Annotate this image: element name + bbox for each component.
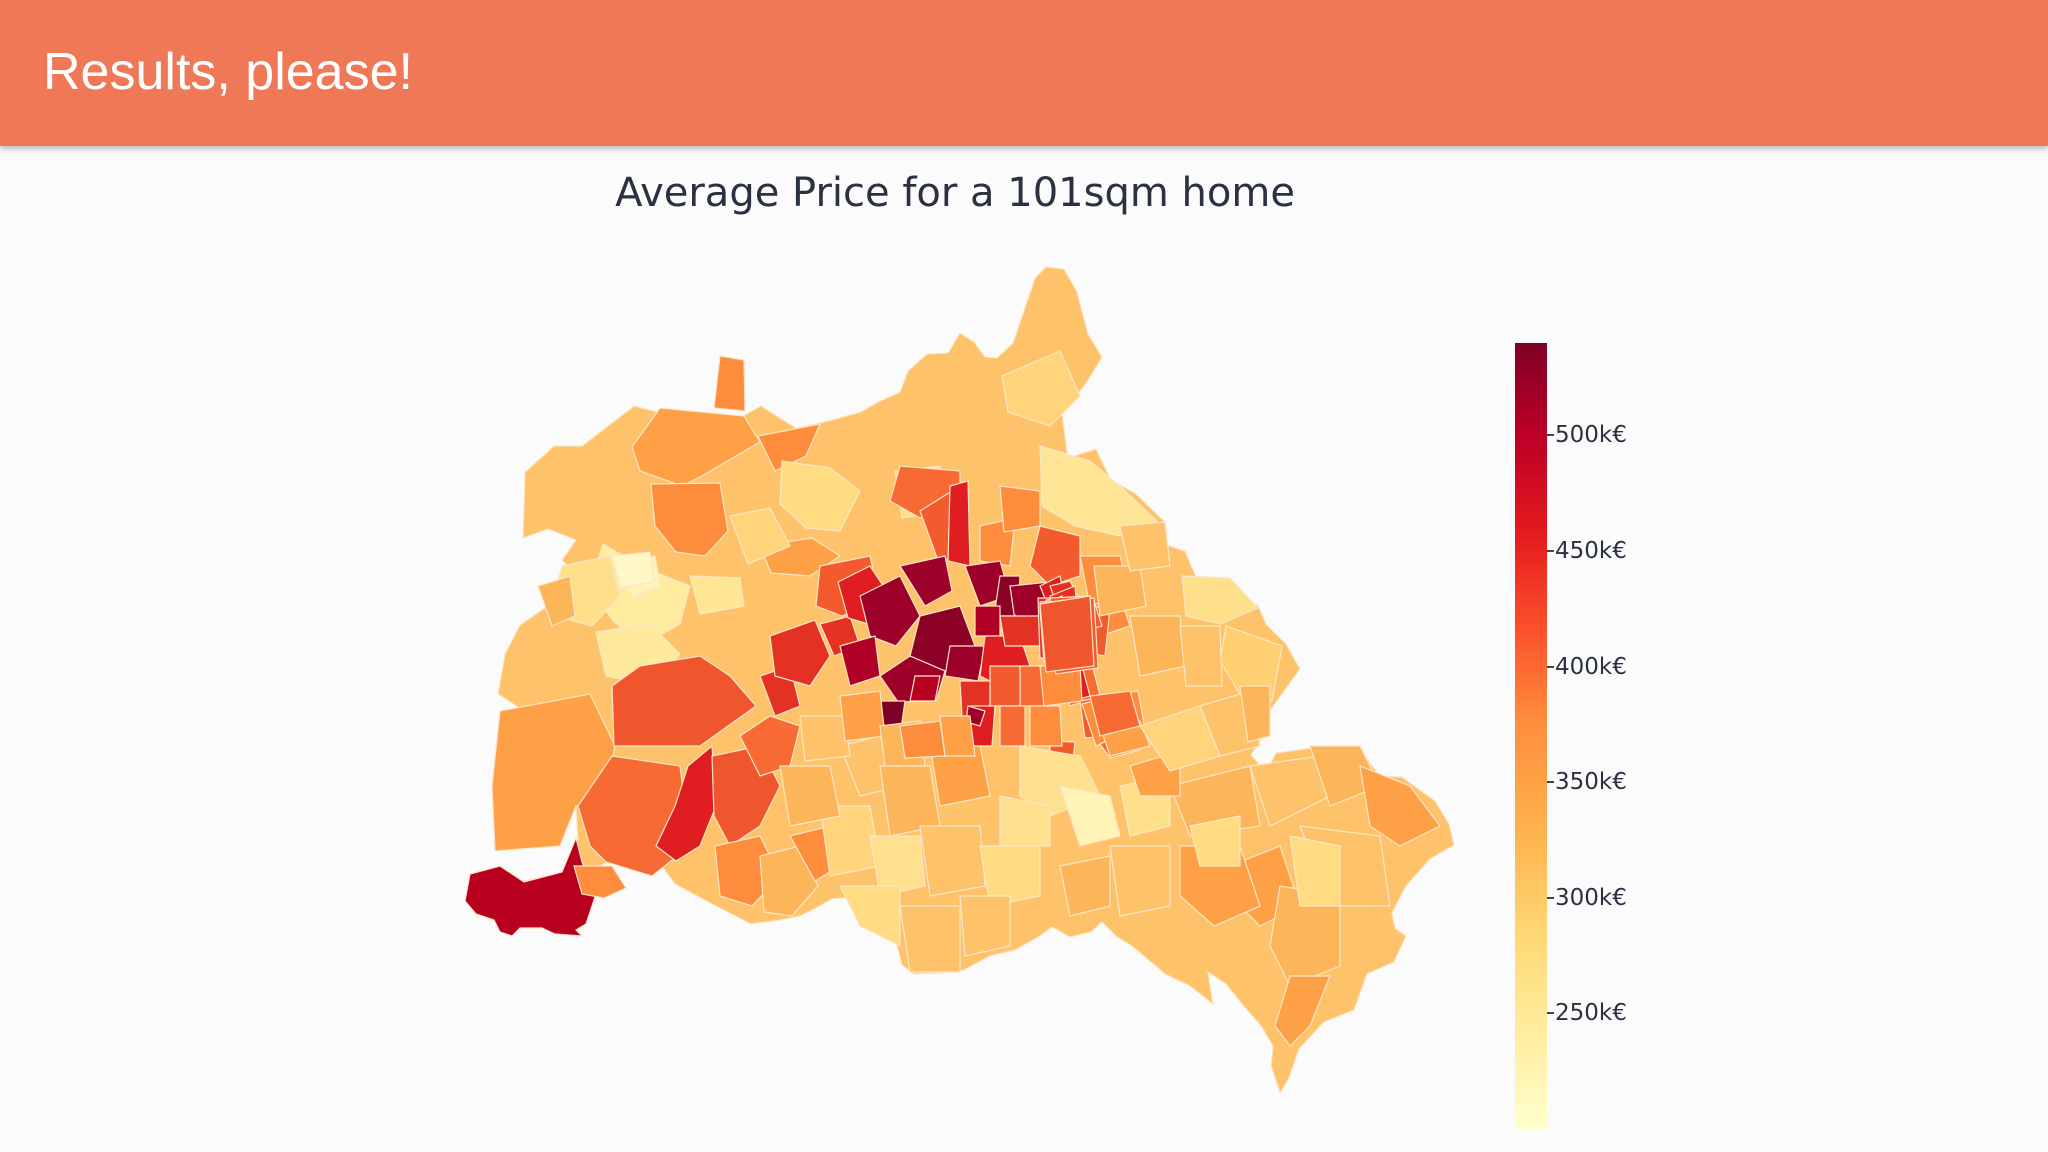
- region[interactable]: [947, 480, 971, 567]
- region[interactable]: [999, 615, 1041, 647]
- city-regions: [464, 266, 1455, 1095]
- colorbar-tick: [1547, 1012, 1554, 1015]
- app-title: Results, please!: [43, 43, 413, 101]
- region[interactable]: [859, 575, 921, 647]
- choropleth-figure: Average Price for a 101sqm home: [0, 146, 2048, 1152]
- colorbar-tick: [1547, 665, 1554, 668]
- region[interactable]: [537, 575, 576, 627]
- region[interactable]: [650, 482, 729, 557]
- region[interactable]: [979, 845, 1041, 907]
- region[interactable]: [1059, 785, 1121, 847]
- region[interactable]: [1179, 625, 1223, 687]
- region[interactable]: [757, 423, 822, 472]
- colorbar-tick: [1547, 781, 1554, 784]
- region[interactable]: [999, 485, 1041, 533]
- region[interactable]: [464, 836, 597, 937]
- region[interactable]: [1039, 595, 1095, 673]
- region[interactable]: [1119, 521, 1171, 572]
- region[interactable]: [689, 575, 745, 615]
- region[interactable]: [1059, 855, 1111, 917]
- region[interactable]: [729, 507, 791, 565]
- region[interactable]: [1289, 835, 1341, 907]
- region[interactable]: [769, 619, 831, 687]
- region[interactable]: [1109, 845, 1171, 917]
- colorbar-tick-label: 300k€: [1555, 884, 1627, 911]
- region[interactable]: [899, 905, 961, 973]
- region[interactable]: [1239, 685, 1271, 743]
- region[interactable]: [631, 407, 761, 487]
- region[interactable]: [944, 645, 986, 682]
- region[interactable]: [491, 693, 616, 852]
- colorbar-tick: [1547, 550, 1554, 553]
- colorbar-tick: [1547, 434, 1554, 437]
- colorbar-tick: [1547, 896, 1554, 899]
- region[interactable]: [1093, 565, 1147, 617]
- berlin-choropleth-map[interactable]: [0, 146, 2048, 1152]
- colorbar-tick-label: 250k€: [1555, 1000, 1627, 1027]
- region[interactable]: [959, 895, 1011, 957]
- region[interactable]: [779, 765, 841, 827]
- colorbar-tick-label: 450k€: [1555, 538, 1627, 565]
- region[interactable]: [1274, 975, 1331, 1047]
- region[interactable]: [739, 715, 801, 777]
- map-title: Average Price for a 101sqm home: [615, 170, 1295, 216]
- region[interactable]: [779, 460, 861, 532]
- region[interactable]: [713, 355, 746, 412]
- region[interactable]: [1181, 575, 1260, 625]
- region[interactable]: [974, 605, 1001, 637]
- colorbar-gradient: [1515, 343, 1547, 1129]
- region[interactable]: [611, 655, 757, 747]
- region[interactable]: [869, 835, 926, 897]
- region[interactable]: [759, 845, 819, 917]
- region[interactable]: [611, 551, 655, 589]
- region[interactable]: [939, 715, 976, 757]
- region[interactable]: [909, 675, 941, 702]
- region[interactable]: [1129, 615, 1187, 677]
- region[interactable]: [1189, 815, 1241, 867]
- region[interactable]: [989, 665, 1021, 707]
- colorbar-tick-label: 500k€: [1555, 422, 1627, 449]
- region[interactable]: [1029, 705, 1063, 747]
- region[interactable]: [573, 865, 627, 899]
- region[interactable]: [839, 885, 901, 947]
- region[interactable]: [799, 715, 851, 762]
- region[interactable]: [999, 705, 1026, 747]
- region[interactable]: [899, 555, 953, 607]
- region[interactable]: [1359, 765, 1441, 847]
- colorbar-tick-label: 400k€: [1555, 653, 1627, 680]
- app-bar: Results, please!: [0, 0, 2048, 146]
- colorbar-tick-label: 350k€: [1555, 769, 1627, 796]
- region[interactable]: [899, 720, 946, 759]
- region[interactable]: [1001, 350, 1081, 427]
- region[interactable]: [1029, 525, 1081, 587]
- region[interactable]: [919, 825, 986, 897]
- region[interactable]: [839, 690, 886, 742]
- region[interactable]: [999, 795, 1051, 847]
